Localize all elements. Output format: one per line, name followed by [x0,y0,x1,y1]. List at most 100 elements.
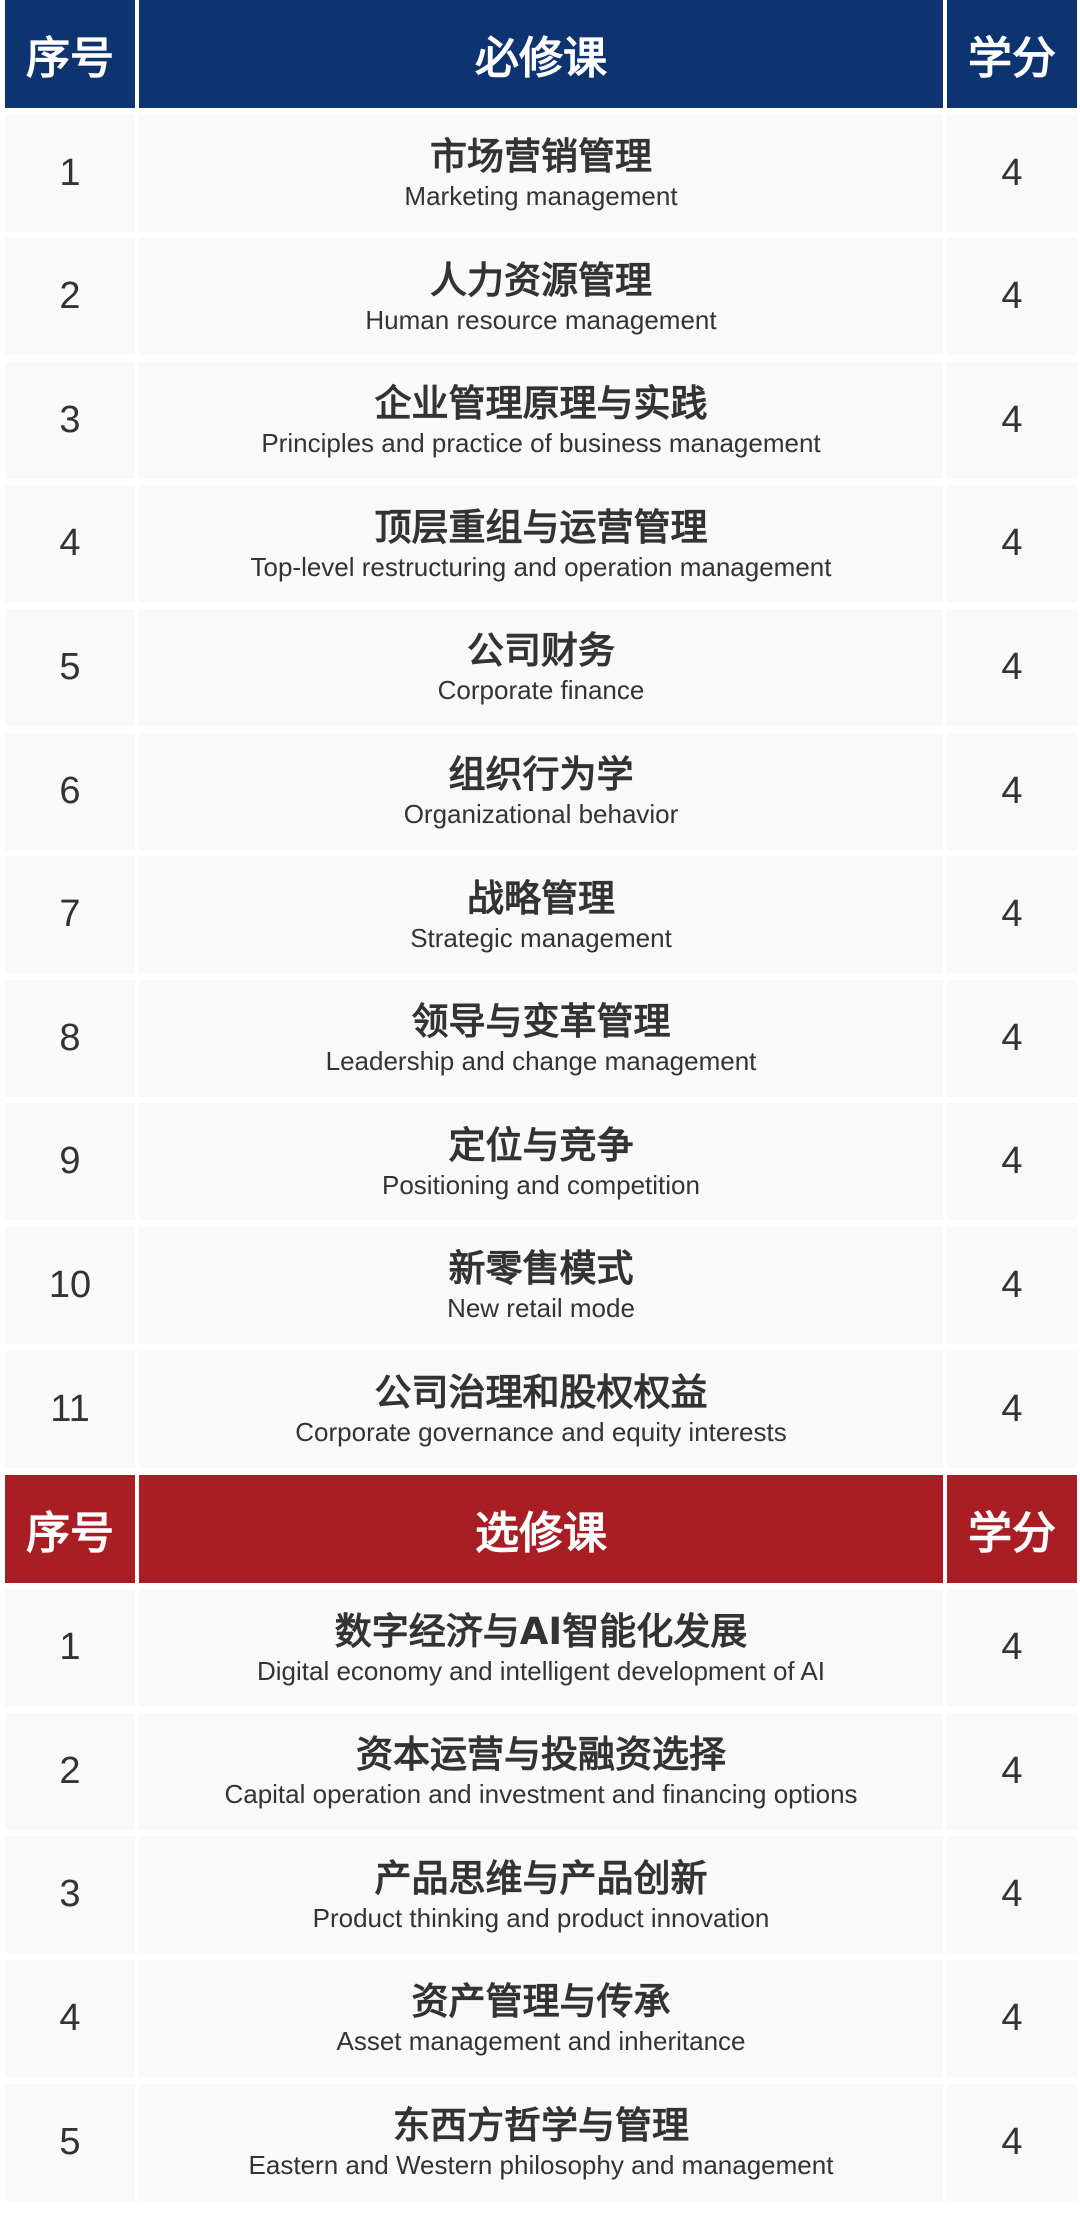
course-name-en: Top-level restructuring and operation ma… [250,551,832,582]
course-name-en: New retail mode [447,1293,635,1324]
row-index-cell: 1 [5,1589,135,1707]
course-name-en: Eastern and Western philosophy and manag… [248,2150,834,2180]
course-name-en: Corporate finance [437,675,645,706]
row-number: 6 [59,769,81,812]
course-name-zh: 顶层重组与运营管理 [374,505,708,549]
credit-cell: 4 [947,114,1077,232]
row-number: 2 [59,275,81,318]
course-cell: 企业管理原理与实践 Principles and practice of busi… [139,361,943,479]
course-cell: 公司财务 Corporate finance [139,608,943,726]
course-name-zh: 公司治理和股权权益 [374,1371,708,1415]
course-cell: 组织行为学 Organizational behavior [139,732,943,850]
course-cell: 定位与竞争 Positioning and competition [139,1103,943,1221]
course-name-en: Marketing management [404,181,678,212]
course-cell: 领导与变革管理 Leadership and change management [139,979,943,1097]
row-number: 9 [59,1140,81,1183]
credit-cell: 4 [947,1103,1077,1221]
credit-cell: 4 [947,1836,1077,1954]
row-index-cell: 2 [5,238,135,356]
row-index-cell: 6 [5,732,135,850]
row-number: 1 [59,151,81,194]
course-name-zh: 产品思维与产品创新 [374,1856,708,1900]
course-name-zh: 新零售模式 [448,1247,634,1291]
credit-value: 4 [1001,2120,1023,2163]
credit-cell: 4 [947,361,1077,479]
credit-cell: 4 [947,1959,1077,2077]
row-index-cell: 3 [5,1836,135,1954]
credit-value: 4 [1001,769,1023,812]
row-index-cell: 4 [5,1959,135,2077]
row-index-cell: 5 [5,2083,135,2201]
row-number: 4 [59,1996,81,2039]
required-courses-table: 序号 必修课 学分 1 市场营销管理 Marketing management 4 2 人… [5,0,1077,1468]
course-name-zh: 资本运营与投融资选择 [356,1733,726,1777]
row-index-cell: 1 [5,114,135,232]
header-credit: 学分 [947,1474,1077,1583]
course-name-en: Product thinking and product innovation [312,1902,770,1933]
course-cell: 产品思维与产品创新 Product thinking and product in… [139,1836,943,1954]
row-number: 5 [59,2120,81,2163]
course-cell: 公司治理和股权权益 Corporate governance and equity… [139,1350,943,1468]
header-course: 必修课 [139,0,943,108]
row-number: 10 [48,1263,92,1306]
row-index-cell: 2 [5,1712,135,1830]
credit-value: 4 [1001,1387,1023,1430]
row-number: 7 [59,893,81,936]
elective-courses-table: 序号 选修课 学分 1 数字经济与AI智能化发展 Digital economy a… [0,1474,1080,2201]
course-name-zh: 公司财务 [467,629,615,673]
credit-value: 4 [1001,151,1023,194]
credit-cell: 4 [947,238,1077,356]
course-cell: 新零售模式 New retail mode [139,1226,943,1344]
course-name-en: Human resource management [365,304,717,335]
course-name-en: Organizational behavior [403,799,679,830]
credit-value: 4 [1001,1749,1023,1792]
row-number: 2 [59,1749,81,1792]
course-cell: 市场营销管理 Marketing management [139,114,943,232]
course-name-en: Principles and practice of business mana… [261,428,821,459]
credit-value: 4 [1001,1996,1023,2039]
course-name-en: Capital operation and investment and fin… [224,1779,858,1810]
header-credit: 学分 [947,0,1077,108]
course-name-zh: 资产管理与传承 [411,1980,671,2024]
row-index-cell: 8 [5,979,135,1097]
course-name-en: Corporate governance and equity interest… [295,1417,787,1448]
course-name-zh: 组织行为学 [448,753,634,797]
credit-cell: 4 [947,608,1077,726]
credit-cell: 4 [947,2083,1077,2201]
credit-value: 4 [1001,1873,1023,1916]
course-cell: 顶层重组与运营管理 Top-level restructuring and ope… [139,485,943,603]
course-cell: 战略管理 Strategic management [139,856,943,974]
row-number: 8 [59,1016,81,1059]
credit-cell: 4 [947,1350,1077,1468]
course-cell: 资产管理与传承 Asset management and inheritance [139,1959,943,2077]
course-cell: 东西方哲学与管理 Eastern and Western philosophy a… [139,2083,943,2201]
row-number: 3 [59,398,81,441]
course-name-zh: 领导与变革管理 [411,1000,671,1044]
row-index-cell: 10 [5,1226,135,1344]
course-cell: 人力资源管理 Human resource management [139,238,943,356]
credit-value: 4 [1001,1263,1023,1306]
credit-cell: 4 [947,979,1077,1097]
course-name-zh: 市场营销管理 [430,135,652,179]
course-name-en: Positioning and competition [382,1169,700,1200]
header-course: 选修课 [139,1474,943,1583]
credit-value: 4 [1001,645,1023,688]
row-number: 5 [59,645,81,688]
course-name-zh: 企业管理原理与实践 [374,382,708,426]
course-name-zh: 数字经济与AI智能化发展 [334,1609,748,1653]
course-name-en: Leadership and change management [325,1046,757,1077]
credit-value: 4 [1001,1016,1023,1059]
row-index-cell: 3 [5,361,135,479]
row-number: 1 [59,1626,81,1669]
credit-cell: 4 [947,1712,1077,1830]
credit-cell: 4 [947,732,1077,850]
course-name-en: Asset management and inheritance [336,2026,746,2057]
credit-value: 4 [1001,1626,1023,1669]
row-index-cell: 4 [5,485,135,603]
credit-cell: 4 [947,856,1077,974]
credit-value: 4 [1001,398,1023,441]
course-cell: 资本运营与投融资选择 Capital operation and investme… [139,1712,943,1830]
row-index-cell: 5 [5,608,135,726]
course-name-zh: 东西方哲学与管理 [393,2104,689,2147]
course-name-en: Strategic management [410,922,672,953]
